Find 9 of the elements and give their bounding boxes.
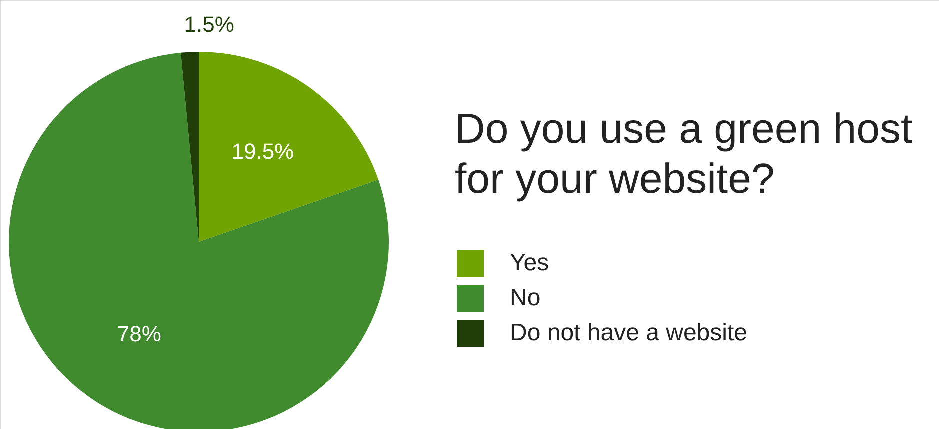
text: Do you use a green host for your website? (455, 105, 913, 202)
data-label: 1.5% (184, 12, 234, 38)
legend-label: Yes (510, 250, 550, 276)
legend-label: No (510, 284, 541, 312)
legend-label: Do not have a website (510, 320, 748, 346)
pie-slice (180, 52, 199, 242)
data-label: 19.5% (232, 139, 294, 164)
pie-slice (199, 52, 379, 242)
data-label: 78% (117, 322, 162, 347)
